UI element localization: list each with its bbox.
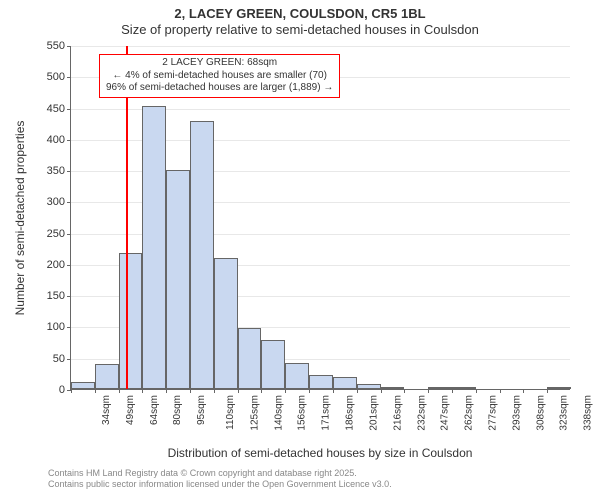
y-tick-label: 400 [47, 134, 71, 146]
y-tick-label: 550 [47, 40, 71, 52]
x-tick-mark [476, 389, 477, 393]
histogram-bar [119, 253, 143, 389]
histogram-bar [95, 364, 119, 389]
x-tick-mark [357, 389, 358, 393]
histogram-bar [71, 382, 95, 390]
histogram-bar [357, 384, 381, 389]
histogram-bar [428, 387, 452, 389]
histogram-bar [452, 387, 476, 389]
y-tick-label: 300 [47, 196, 71, 208]
y-gridline [71, 46, 570, 47]
x-tick-label: 232sqm [416, 395, 427, 431]
x-tick-label: 247sqm [440, 395, 451, 431]
y-axis-title: Number of semi-detached properties [13, 121, 27, 316]
histogram-bar [190, 121, 214, 389]
x-tick-mark [238, 389, 239, 393]
x-tick-label: 95sqm [196, 395, 207, 425]
x-tick-label: 262sqm [464, 395, 475, 431]
x-tick-mark [95, 389, 96, 393]
x-tick-mark [428, 389, 429, 393]
x-tick-mark [500, 389, 501, 393]
histogram-bar [333, 377, 357, 390]
x-tick-mark [261, 389, 262, 393]
x-tick-label: 140sqm [273, 395, 284, 431]
x-tick-label: 171sqm [321, 395, 332, 431]
reference-annotation: 2 LACEY GREEN: 68sqm ← 4% of semi-detach… [99, 54, 340, 98]
annotation-line3: 96% of semi-detached houses are larger (… [106, 82, 333, 95]
histogram-bar [214, 258, 238, 389]
x-tick-mark [214, 389, 215, 393]
x-tick-label: 34sqm [101, 395, 112, 425]
x-tick-label: 125sqm [249, 395, 260, 431]
histogram-bar [547, 387, 571, 389]
x-tick-mark [166, 389, 167, 393]
x-tick-mark [547, 389, 548, 393]
x-tick-label: 323sqm [559, 395, 570, 431]
y-tick-label: 350 [47, 165, 71, 177]
x-tick-mark [190, 389, 191, 393]
x-tick-mark [285, 389, 286, 393]
x-tick-label: 156sqm [297, 395, 308, 431]
x-tick-label: 308sqm [535, 395, 546, 431]
annotation-line1: 2 LACEY GREEN: 68sqm [106, 57, 333, 70]
histogram-bar [381, 387, 405, 390]
x-tick-mark [71, 389, 72, 393]
x-tick-label: 201sqm [368, 395, 379, 431]
histogram-bar [142, 106, 166, 389]
x-tick-label: 216sqm [392, 395, 403, 431]
histogram-bar [238, 328, 262, 389]
x-tick-label: 338sqm [583, 395, 594, 431]
footer-line1: Contains HM Land Registry data © Crown c… [48, 468, 600, 479]
x-tick-label: 64sqm [149, 395, 160, 425]
x-tick-label: 49sqm [125, 395, 136, 425]
histogram-bar [285, 363, 309, 389]
y-tick-label: 150 [47, 290, 71, 302]
histogram-bar [309, 375, 333, 389]
x-tick-label: 293sqm [511, 395, 522, 431]
x-tick-mark [119, 389, 120, 393]
y-tick-label: 100 [47, 321, 71, 333]
y-tick-label: 200 [47, 259, 71, 271]
x-tick-label: 277sqm [488, 395, 499, 431]
y-tick-label: 0 [59, 384, 71, 396]
x-tick-mark [142, 389, 143, 393]
x-tick-mark [523, 389, 524, 393]
y-tick-label: 250 [47, 228, 71, 240]
plot-area: 2 LACEY GREEN: 68sqm ← 4% of semi-detach… [70, 46, 570, 390]
x-axis-title: Distribution of semi-detached houses by … [168, 446, 473, 460]
y-tick-label: 450 [47, 103, 71, 115]
x-tick-mark [452, 389, 453, 393]
x-tick-label: 110sqm [225, 395, 236, 430]
x-tick-mark [381, 389, 382, 393]
histogram-bar [261, 340, 285, 389]
y-tick-label: 50 [53, 353, 71, 365]
y-tick-label: 500 [47, 71, 71, 83]
footer-line2: Contains public sector information licen… [48, 479, 600, 490]
chart-area: 2 LACEY GREEN: 68sqm ← 4% of semi-detach… [0, 0, 600, 500]
x-tick-mark [309, 389, 310, 393]
x-tick-mark [333, 389, 334, 393]
x-tick-label: 186sqm [345, 395, 356, 431]
footer-credits: Contains HM Land Registry data © Crown c… [0, 468, 600, 491]
x-tick-label: 80sqm [172, 395, 183, 425]
annotation-line2: ← 4% of semi-detached houses are smaller… [106, 70, 333, 83]
histogram-bar [166, 170, 190, 389]
x-tick-mark [404, 389, 405, 393]
